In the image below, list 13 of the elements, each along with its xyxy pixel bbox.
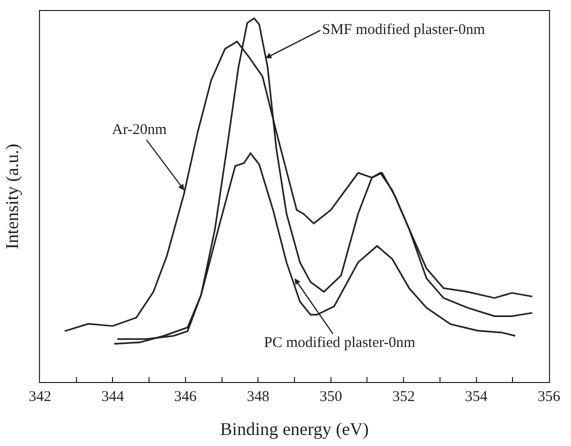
x-tick-label: 350 <box>320 389 342 406</box>
x-tick-label: 356 <box>538 389 561 406</box>
x-axis-title: Binding energy (eV) <box>220 419 369 440</box>
annotation: PC modified plaster-0nm <box>264 335 416 351</box>
y-axis-title: Intensity (a.u.) <box>2 144 22 250</box>
x-tick-label: 352 <box>392 389 415 406</box>
annotation: SMF modified plaster-0nm <box>322 22 486 38</box>
x-tick-label: 342 <box>28 389 52 406</box>
annotation: Ar-20nm <box>112 122 168 138</box>
x-tick-label: 344 <box>101 389 124 406</box>
x-tick-label: 348 <box>246 389 270 406</box>
x-tick-label: 354 <box>465 389 488 406</box>
x-tick-label: 346 <box>174 389 198 406</box>
